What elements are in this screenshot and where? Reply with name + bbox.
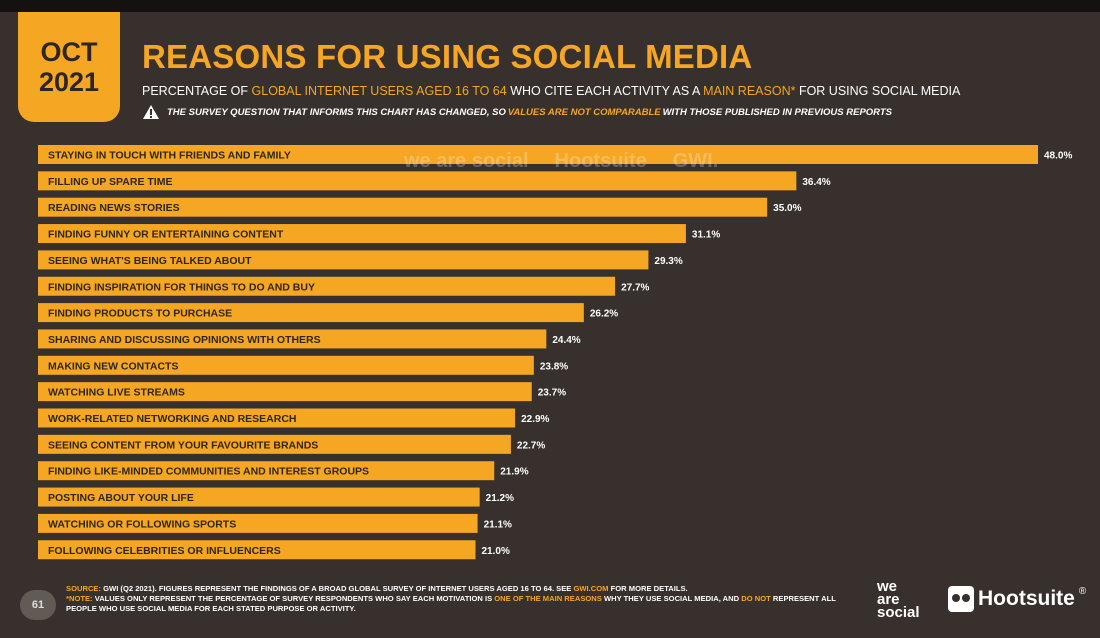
bar-11 xyxy=(38,434,511,454)
bar-2 xyxy=(38,197,768,217)
source-link[interactable]: GWI.COM xyxy=(573,584,609,593)
value-label-10: 22.9% xyxy=(521,414,549,425)
bar-9 xyxy=(38,382,532,402)
note-line: *NOTE: VALUES ONLY REPRESENT THE PERCENT… xyxy=(66,594,856,614)
bar-6 xyxy=(38,303,584,323)
value-label-3: 31.1% xyxy=(692,230,720,241)
note-highlight2: DO NOT xyxy=(741,594,771,603)
value-label-11: 22.7% xyxy=(517,440,545,451)
value-label-0: 48.0% xyxy=(1044,151,1072,162)
subtitle: PERCENTAGE OF GLOBAL INTERNET USERS AGED… xyxy=(142,84,960,98)
watermark-hootsuite: Hootsuite xyxy=(554,150,647,172)
badge-year: 2021 xyxy=(38,67,100,97)
note-highlight1: ONE OF THE MAIN REASONS xyxy=(494,594,602,603)
bar-label-0: STAYING IN TOUCH WITH FRIENDS AND FAMILY xyxy=(48,150,291,162)
warning-part2: WITH THOSE PUBLISHED IN PREVIOUS REPORTS xyxy=(662,106,892,118)
bar-label-4: SEEING WHAT'S BEING TALKED ABOUT xyxy=(48,255,252,267)
warning-icon xyxy=(142,104,160,120)
value-label-13: 21.2% xyxy=(486,493,514,504)
bar-label-13: POSTING ABOUT YOUR LIFE xyxy=(48,492,194,504)
bar-label-10: WORK-RELATED NETWORKING AND RESEARCH xyxy=(48,413,297,425)
value-label-5: 27.7% xyxy=(621,282,649,293)
bar-0 xyxy=(38,145,1038,164)
subtitle-part1: PERCENTAGE OF xyxy=(142,84,252,98)
badge-month: OCT xyxy=(40,37,98,67)
value-label-15: 21.0% xyxy=(482,546,510,557)
bar-7 xyxy=(38,329,547,349)
bar-label-14: WATCHING OR FOLLOWING SPORTS xyxy=(48,518,236,530)
bar-label-15: FOLLOWING CELEBRITIES OR INFLUENCERS xyxy=(48,545,281,557)
warning-part1: THE SURVEY QUESTION THAT INFORMS THIS CH… xyxy=(167,106,506,118)
value-label-1: 36.4% xyxy=(802,177,830,188)
value-label-2: 35.0% xyxy=(773,203,801,214)
bar-label-8: MAKING NEW CONTACTS xyxy=(48,360,178,372)
warning-highlight: VALUES ARE NOT COMPARABLE xyxy=(507,106,661,118)
value-label-6: 26.2% xyxy=(590,309,618,320)
we-are-social-logo: we are social xyxy=(877,578,920,621)
source-line: SOURCE: GWI (Q2 2021). FIGURES REPRESENT… xyxy=(66,584,856,594)
value-label-12: 21.9% xyxy=(500,467,528,478)
note-text2: WHY THEY USE SOCIAL MEDIA, AND xyxy=(601,594,742,603)
owl-icon xyxy=(948,586,974,612)
source-text: GWI (Q2 2021). FIGURES REPRESENT THE FIN… xyxy=(101,584,574,593)
note-text3: REPRESENT ALL PEOPLE WHO USE SOCIAL MEDI… xyxy=(66,594,836,613)
source-key: SOURCE: xyxy=(66,584,102,593)
value-label-7: 24.4% xyxy=(552,335,580,346)
bar-label-6: FINDING PRODUCTS TO PURCHASE xyxy=(48,308,232,320)
page-number: 61 xyxy=(20,590,56,620)
subtitle-highlight1: GLOBAL INTERNET USERS AGED 16 TO 64 xyxy=(251,84,507,98)
hootsuite-logo: Hootsuite ® xyxy=(948,586,1086,612)
warning-note: THE SURVEY QUESTION THAT INFORMS THIS CH… xyxy=(142,104,892,120)
bar-5 xyxy=(38,276,616,296)
watermark: we are social Hootsuite GWI. xyxy=(404,150,718,173)
registered-mark: ® xyxy=(1078,586,1087,597)
bar-3 xyxy=(38,224,686,244)
date-badge: OCT 2021 xyxy=(18,12,120,122)
watermark-gwi: GWI. xyxy=(672,150,719,172)
was-line3: social xyxy=(877,604,920,621)
was-line2: are xyxy=(877,591,900,608)
bar-4 xyxy=(38,250,649,270)
footer-notes: SOURCE: GWI (Q2 2021). FIGURES REPRESENT… xyxy=(66,584,856,614)
subtitle-part2: WHO CITE EACH ACTIVITY AS A xyxy=(506,84,704,98)
note-key: *NOTE: xyxy=(66,594,93,603)
bar-label-5: FINDING INSPIRATION FOR THINGS TO DO AND… xyxy=(48,281,315,293)
value-label-8: 23.8% xyxy=(540,361,568,372)
top-strip xyxy=(0,0,1100,12)
bar-label-12: FINDING LIKE-MINDED COMMUNITIES AND INTE… xyxy=(48,466,369,478)
bar-8 xyxy=(38,355,534,375)
source-end: FOR MORE DETAILS. xyxy=(608,584,688,593)
bar-label-11: SEEING CONTENT FROM YOUR FAVOURITE BRAND… xyxy=(48,439,318,451)
bar-label-7: SHARING AND DISCUSSING OPINIONS WITH OTH… xyxy=(48,334,321,346)
was-line1: we xyxy=(877,578,898,595)
watermark-was: we are social xyxy=(404,150,529,172)
bar-label-3: FINDING FUNNY OR ENTERTAINING CONTENT xyxy=(48,229,284,241)
bar-label-9: WATCHING LIVE STREAMS xyxy=(48,387,185,399)
bar-10 xyxy=(38,408,516,428)
bar-15 xyxy=(38,540,476,560)
bar-13 xyxy=(38,487,480,507)
bar-label-1: FILLING UP SPARE TIME xyxy=(48,176,172,188)
bar-label-2: READING NEWS STORIES xyxy=(48,202,180,214)
value-label-14: 21.1% xyxy=(484,519,512,530)
value-label-4: 29.3% xyxy=(654,256,682,267)
bar-1 xyxy=(38,171,797,191)
page-title: REASONS FOR USING SOCIAL MEDIA xyxy=(142,38,753,75)
subtitle-highlight2: MAIN REASON* xyxy=(703,84,796,98)
note-text1: VALUES ONLY REPRESENT THE PERCENTAGE OF … xyxy=(92,594,495,603)
subtitle-part3: FOR USING SOCIAL MEDIA xyxy=(795,84,961,98)
value-label-9: 23.7% xyxy=(538,388,566,399)
bar-14 xyxy=(38,513,478,533)
hootsuite-wordmark: Hootsuite xyxy=(978,587,1075,610)
bar-12 xyxy=(38,461,495,481)
